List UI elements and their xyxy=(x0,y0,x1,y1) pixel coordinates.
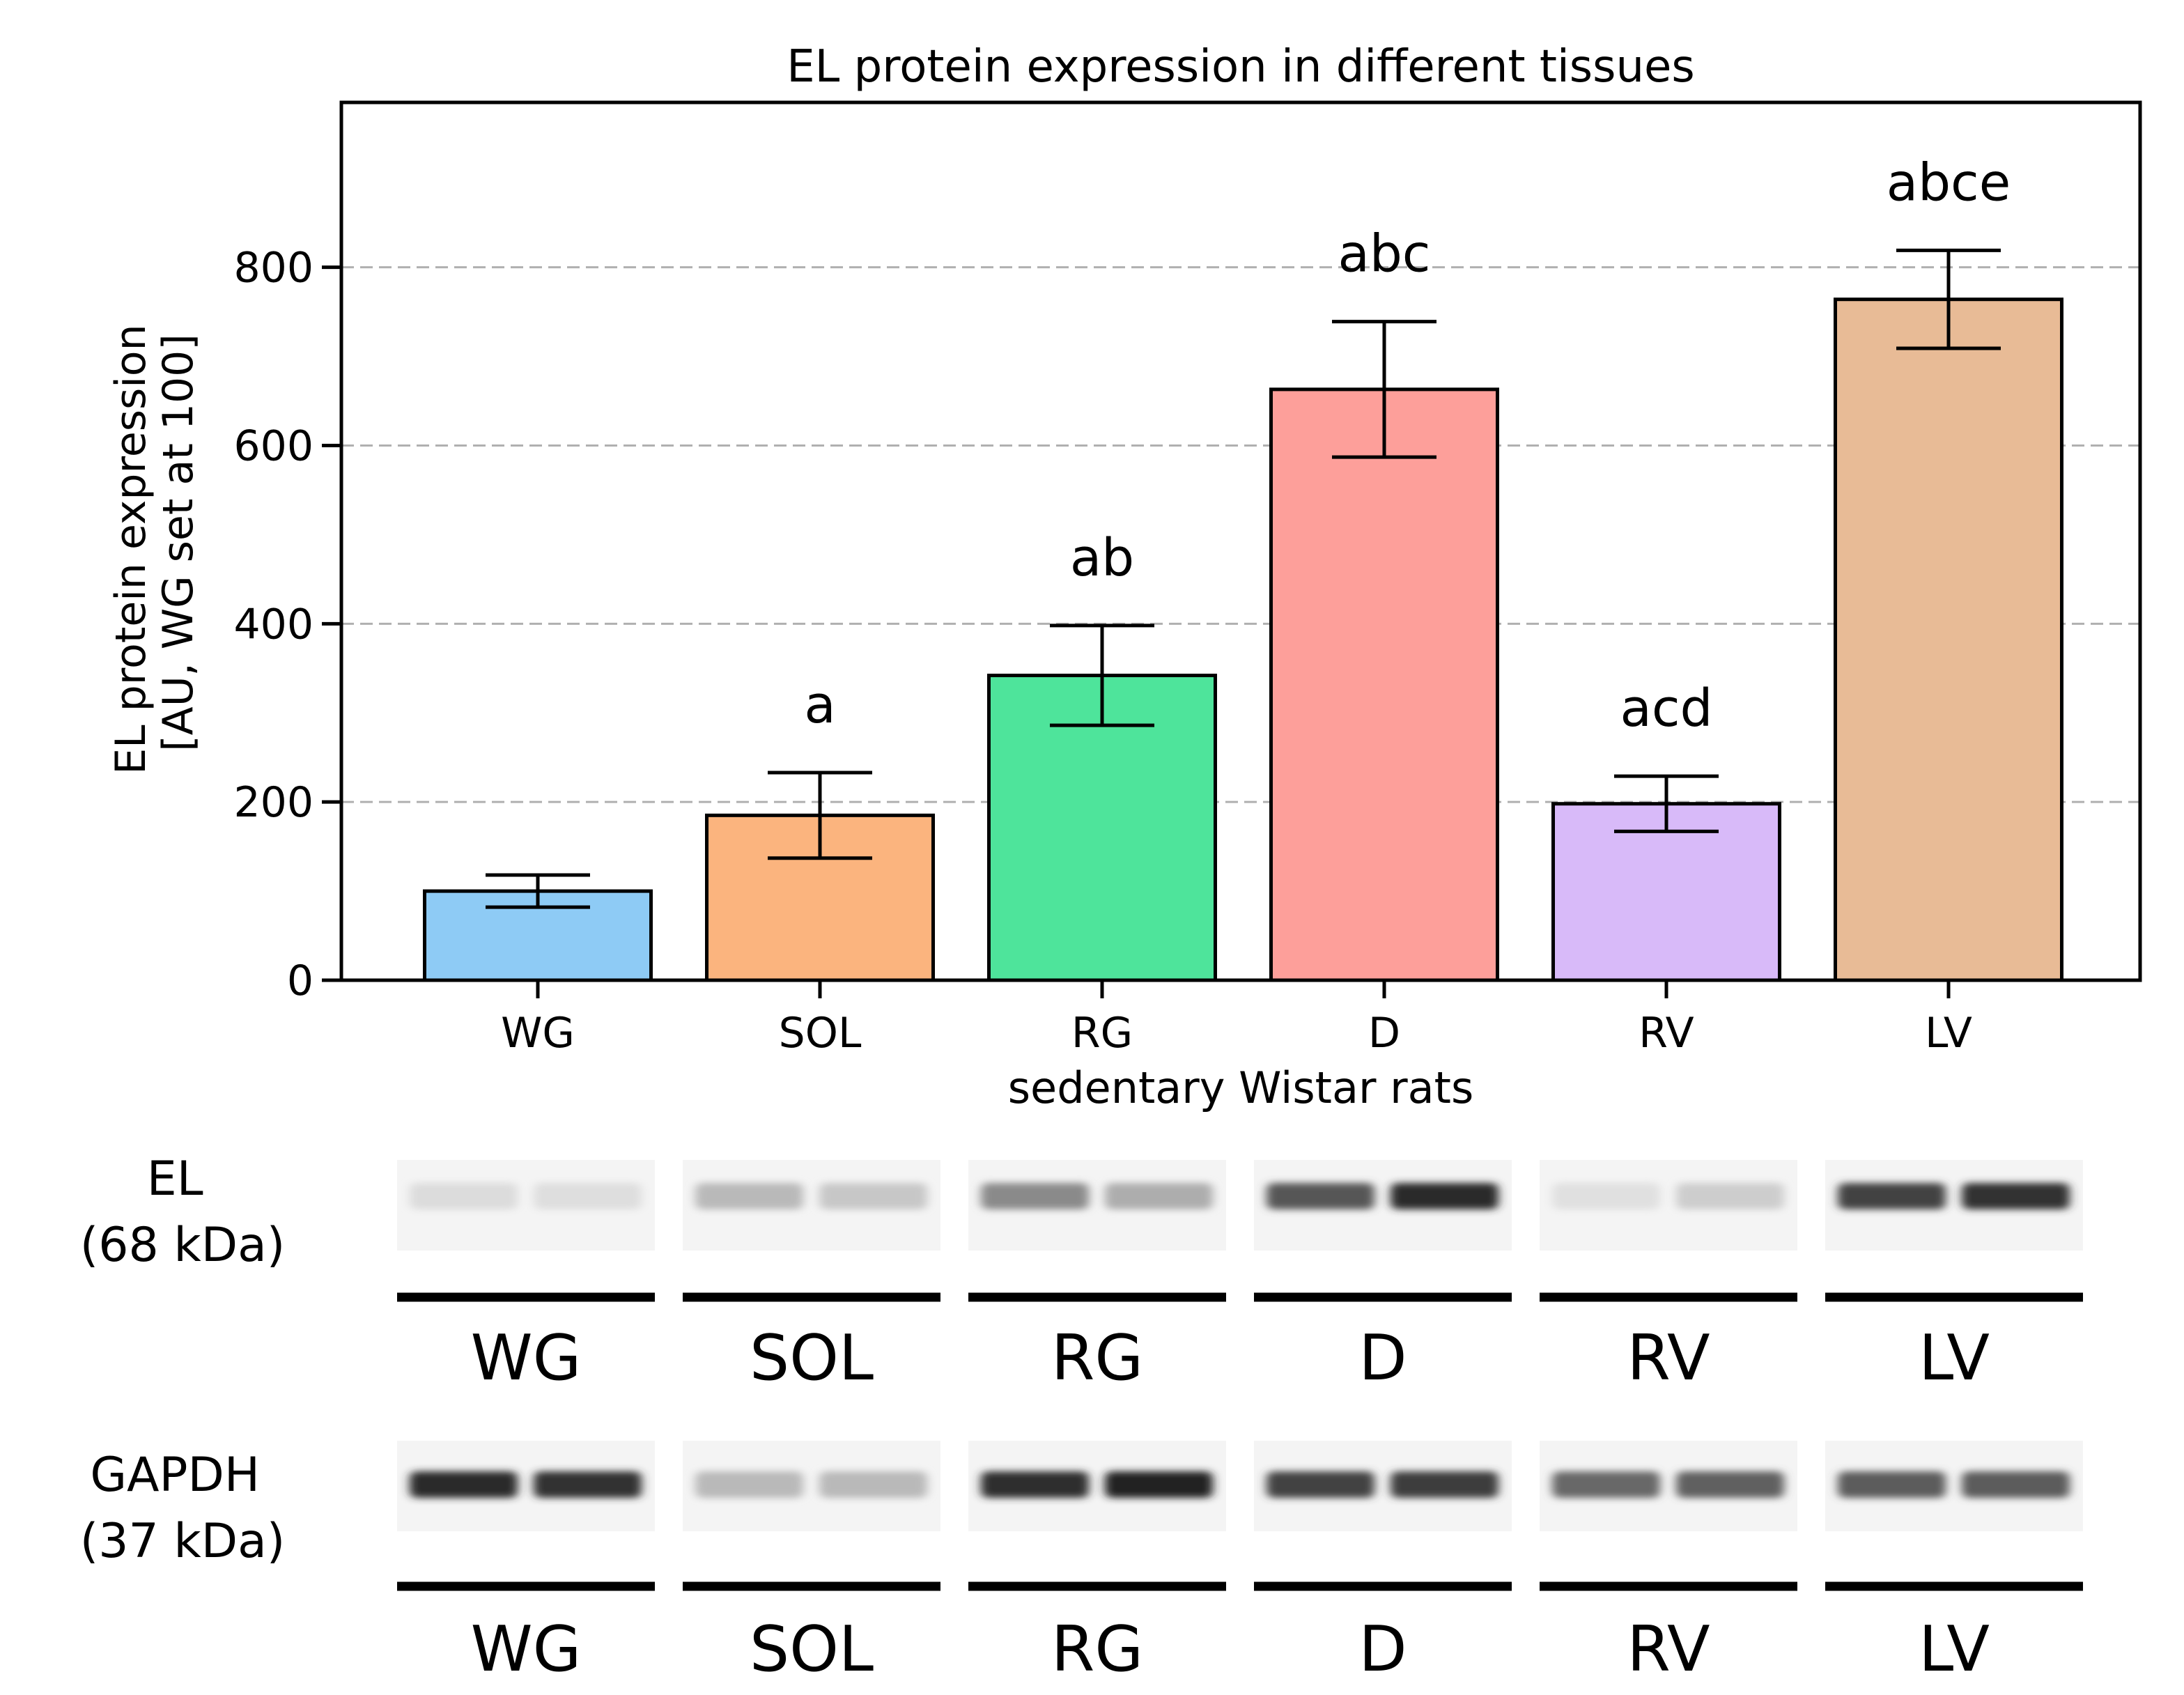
plot-frame xyxy=(339,100,2142,982)
y-axis-label-line-1: EL protein expression xyxy=(107,324,155,774)
x-tick-label: RV xyxy=(1639,1009,1694,1058)
blot-band xyxy=(1391,1471,1498,1498)
bar-lv xyxy=(1834,297,2063,982)
significance-label: a xyxy=(804,675,835,735)
y-tick-label: 0 xyxy=(287,957,313,1005)
y-axis-label-line-2: [AU, WG set at 100] xyxy=(154,334,203,751)
y-axis-label: EL protein expression [AU, WG set at 100… xyxy=(107,311,203,774)
significance-label: acd xyxy=(1620,679,1712,738)
blot-band xyxy=(1962,1183,2070,1209)
blot-lane-label: D xyxy=(1358,1322,1407,1395)
blot-lane-label: RV xyxy=(1627,1322,1710,1395)
blot-lane-label: RV xyxy=(1627,1613,1710,1686)
blot-lane-label: LV xyxy=(1919,1613,1990,1686)
blot-gapdh: WG SOL RG D RV LV xyxy=(397,1441,2083,1686)
blot-band xyxy=(1676,1471,1784,1498)
x-tick-label: D xyxy=(1368,1009,1400,1058)
significance-label: abce xyxy=(1887,153,2011,212)
blot-band xyxy=(534,1471,642,1498)
blot-band xyxy=(410,1183,518,1209)
blot-el-name-line-2: (68 kDa) xyxy=(80,1218,286,1273)
blot-band xyxy=(1105,1471,1213,1498)
blot-lane-label: RG xyxy=(1051,1322,1143,1395)
x-tick-label: SOL xyxy=(779,1009,862,1058)
x-axis-label: sedentary Wistar rats xyxy=(1008,1062,1474,1113)
blot-band xyxy=(534,1183,642,1209)
blot-lane-label: LV xyxy=(1919,1322,1990,1395)
y-axis: 0 200 400 600 800 xyxy=(233,244,341,1005)
blot-lane-label: WG xyxy=(471,1322,582,1395)
significance-label: ab xyxy=(1070,528,1134,588)
blot-lane-label: SOL xyxy=(750,1613,874,1686)
blot-lane-label: WG xyxy=(471,1613,582,1686)
blot-band xyxy=(981,1471,1089,1498)
significance-label: abc xyxy=(1338,224,1430,284)
y-tick-label: 800 xyxy=(233,244,313,293)
blot-band xyxy=(1962,1471,2070,1498)
blot-band xyxy=(1267,1471,1374,1498)
x-tick-label: LV xyxy=(1925,1009,1972,1058)
blot-band xyxy=(819,1471,927,1498)
blot-band xyxy=(819,1183,927,1209)
blot-band xyxy=(695,1183,803,1209)
blot-band xyxy=(1552,1183,1660,1209)
blot-band xyxy=(410,1471,518,1498)
blot-el: WG SOL RG D RV LV xyxy=(397,1160,2083,1395)
blot-lane-label: RG xyxy=(1051,1613,1143,1686)
blot-gapdh-name: GAPDH (37 kDa) xyxy=(80,1448,286,1569)
x-axis: WG SOL RG D RV LV xyxy=(501,980,1972,1058)
x-tick-label: RG xyxy=(1071,1009,1133,1058)
blot-band xyxy=(1676,1183,1784,1209)
blot-band xyxy=(1105,1183,1213,1209)
chart-title: EL protein expression in different tissu… xyxy=(787,41,1695,93)
blot-band xyxy=(981,1183,1089,1209)
y-tick-label: 400 xyxy=(233,600,313,649)
blot-el-name-line-1: EL xyxy=(147,1152,203,1207)
y-tick-label: 600 xyxy=(233,421,313,470)
x-tick-label: WG xyxy=(501,1009,575,1058)
blot-band xyxy=(1838,1471,1946,1498)
blot-gapdh-name-line-1: GAPDH xyxy=(90,1448,260,1503)
blot-el-name: EL (68 kDa) xyxy=(80,1152,286,1273)
blot-gapdh-name-line-2: (37 kDa) xyxy=(80,1514,286,1569)
y-tick-label: 200 xyxy=(233,778,313,827)
blot-band xyxy=(1267,1183,1374,1209)
blot-band xyxy=(695,1471,803,1498)
blot-lane-label: D xyxy=(1358,1613,1407,1686)
bars: a ab abc acd abce xyxy=(423,153,2063,982)
bar-d xyxy=(1269,387,1499,982)
blot-lane-label: SOL xyxy=(750,1322,874,1395)
blot-band xyxy=(1391,1183,1498,1209)
blot-band xyxy=(1552,1471,1660,1498)
blot-band xyxy=(1838,1183,1946,1209)
